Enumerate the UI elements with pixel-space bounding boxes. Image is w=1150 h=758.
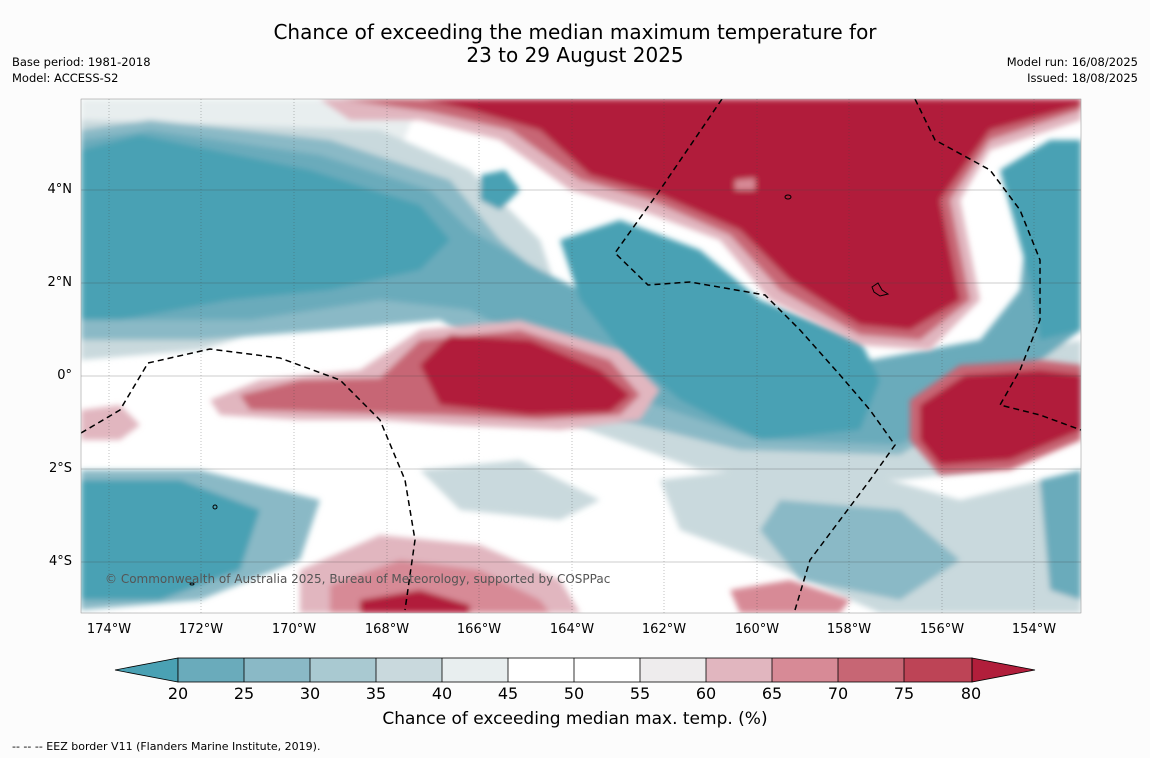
- lon-label-170w: 170°W: [271, 622, 317, 637]
- lon-label-154w: 154°W: [1011, 622, 1057, 637]
- title-line-2: 23 to 29 August 2025: [466, 43, 684, 67]
- lat-label-2s: 2°S: [48, 461, 72, 476]
- model-name: Model: ACCESS-S2: [12, 71, 119, 85]
- colorbar-tick: 40: [431, 684, 453, 703]
- contour-field: [81, 99, 1081, 613]
- colorbar-tick: 60: [695, 684, 717, 703]
- lon-label-156w: 156°W: [919, 622, 965, 637]
- copyright-notice: © Commonwealth of Australia 2025, Bureau…: [105, 572, 611, 586]
- lon-label-164w: 164°W: [549, 622, 595, 637]
- lon-label-158w: 158°W: [826, 622, 872, 637]
- colorbar-tick: 45: [497, 684, 519, 703]
- lon-label-160w: 160°W: [734, 622, 780, 637]
- lat-label-4n: 4°N: [47, 182, 73, 197]
- lon-label-174w: 174°W: [86, 622, 132, 637]
- lat-label-0: 0°: [57, 368, 72, 383]
- model-run: Model run: 16/08/2025: [1006, 55, 1138, 69]
- eez-borders: [81, 99, 1081, 611]
- colorbar-tick: 25: [233, 684, 255, 703]
- meta-left: Base period: 1981-2018 Model: ACCESS-S2: [12, 54, 151, 86]
- islands: [189, 194, 890, 586]
- base-period: Base period: 1981-2018: [12, 55, 151, 69]
- colorbar-tick: 70: [827, 684, 849, 703]
- colorbar-tick: 30: [299, 684, 321, 703]
- colorbar-tick: 50: [563, 684, 585, 703]
- lon-label-162w: 162°W: [641, 622, 687, 637]
- lat-label-4s: 4°S: [48, 554, 72, 569]
- graticule: [81, 99, 1081, 613]
- title-line-1: Chance of exceeding the median maximum t…: [273, 20, 877, 44]
- lat-label-2n: 2°N: [47, 275, 73, 290]
- colorbar: [114, 657, 1036, 683]
- lon-label-168w: 168°W: [364, 622, 410, 637]
- lon-label-166w: 166°W: [456, 622, 502, 637]
- meta-right: Model run: 16/08/2025 Issued: 18/08/2025: [1007, 54, 1138, 86]
- colorbar-tick: 80: [960, 684, 982, 703]
- colorbar-label: Chance of exceeding median max. temp. (%…: [382, 709, 768, 729]
- colorbar-tick: 20: [167, 684, 189, 703]
- colorbar-tick: 55: [629, 684, 651, 703]
- issued-date: Issued: 18/08/2025: [1027, 71, 1138, 85]
- colorbar-tick: 65: [761, 684, 783, 703]
- lon-label-172w: 172°W: [178, 622, 224, 637]
- colorbar-tick: 35: [365, 684, 387, 703]
- colorbar-tick: 75: [893, 684, 915, 703]
- eez-footnote: -- -- -- EEZ border V11 (Flanders Marine…: [12, 740, 321, 753]
